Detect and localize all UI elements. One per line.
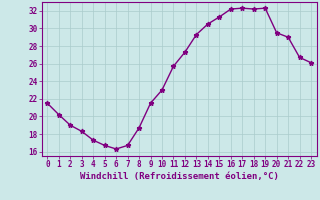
X-axis label: Windchill (Refroidissement éolien,°C): Windchill (Refroidissement éolien,°C) bbox=[80, 172, 279, 181]
